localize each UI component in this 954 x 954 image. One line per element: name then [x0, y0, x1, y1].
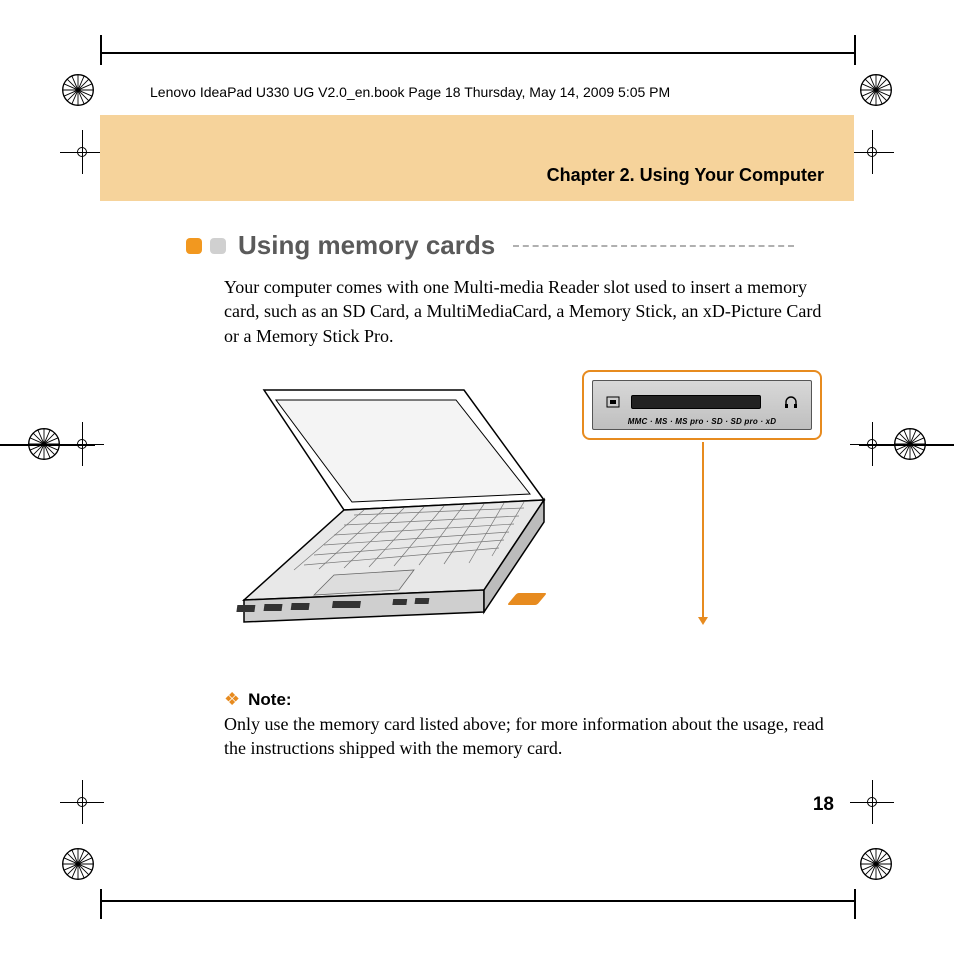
crop-line	[854, 35, 856, 65]
document-meta: Lenovo IdeaPad U330 UG V2.0_en.book Page…	[150, 84, 670, 100]
laptop-illustration	[224, 380, 564, 650]
page-number: 18	[813, 794, 834, 816]
registration-mark-icon	[858, 72, 894, 108]
crop-line	[100, 889, 102, 919]
crosshair-icon	[850, 130, 894, 174]
crop-line	[100, 900, 854, 902]
note-label: Note:	[248, 690, 291, 710]
slot-panel: MMC · MS · MS pro · SD · SD pro · xD	[592, 380, 812, 430]
figure-memory-slot: MMC · MS · MS pro · SD · SD pro · xD	[224, 370, 832, 670]
headphone-icon	[783, 395, 799, 409]
crosshair-icon	[850, 780, 894, 824]
note-text: Only use the memory card listed above; f…	[224, 712, 832, 761]
bullet-square-grey-icon	[210, 238, 226, 254]
section-heading: Using memory cards	[238, 230, 495, 261]
crosshair-icon	[850, 422, 894, 466]
callout-leader-line	[702, 442, 704, 622]
chapter-banner: Chapter 2. Using Your Computer	[100, 115, 854, 201]
crop-line	[854, 889, 856, 919]
heading-dash-line	[513, 245, 794, 247]
note-bullet-icon: ❖	[224, 690, 240, 708]
chapter-title: Chapter 2. Using Your Computer	[547, 165, 824, 185]
body-paragraph: Your computer comes with one Multi-media…	[224, 275, 832, 348]
registration-mark-icon	[60, 846, 96, 882]
registration-mark-icon	[892, 426, 928, 462]
note-row: ❖ Note:	[224, 690, 832, 710]
crosshair-icon	[60, 422, 104, 466]
card-slot-opening	[631, 395, 761, 409]
registration-mark-icon	[26, 426, 62, 462]
crosshair-icon	[60, 130, 104, 174]
bullet-square-orange-icon	[186, 238, 202, 254]
callout-card-slot: MMC · MS · MS pro · SD · SD pro · xD	[582, 370, 822, 440]
crosshair-icon	[60, 780, 104, 824]
crop-line	[100, 52, 854, 54]
registration-mark-icon	[858, 846, 894, 882]
card-lock-icon	[605, 395, 621, 409]
section-heading-row: Using memory cards	[186, 230, 794, 261]
crop-line	[100, 35, 102, 65]
slot-supported-cards: MMC · MS · MS pro · SD · SD pro · xD	[593, 417, 811, 426]
registration-mark-icon	[60, 72, 96, 108]
page-content: Using memory cards Your computer comes w…	[224, 230, 832, 760]
